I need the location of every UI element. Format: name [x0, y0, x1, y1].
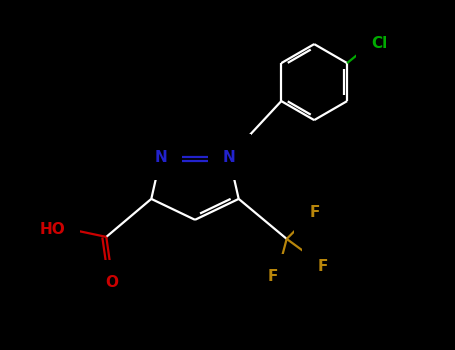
Text: Cl: Cl [371, 36, 387, 51]
Text: F: F [268, 270, 278, 285]
Text: N: N [223, 149, 236, 164]
Text: F: F [318, 259, 328, 274]
Text: O: O [105, 275, 118, 290]
Text: F: F [309, 205, 320, 220]
Text: N: N [154, 149, 167, 164]
Text: HO: HO [40, 222, 65, 237]
